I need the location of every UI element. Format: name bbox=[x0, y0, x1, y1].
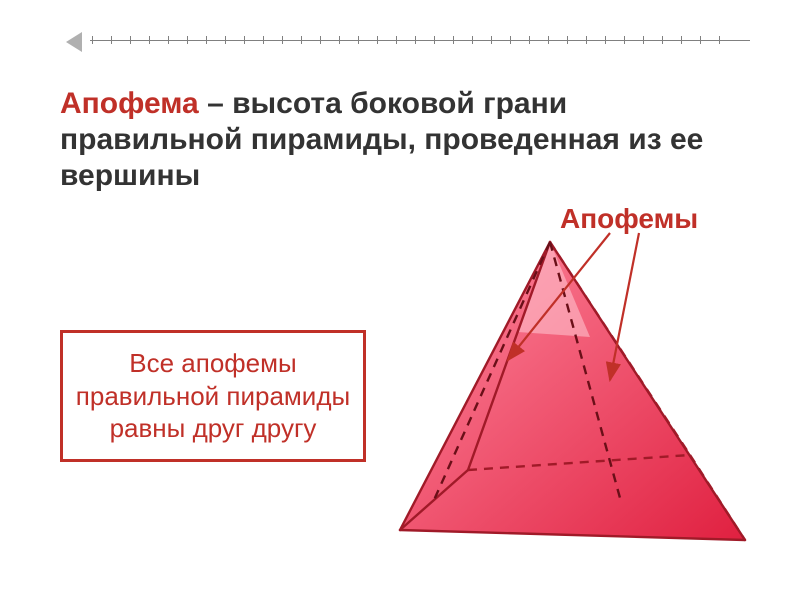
callout-box: Все апофемы правильной пирамиды равны др… bbox=[60, 330, 366, 462]
pyramid-figure bbox=[360, 230, 770, 580]
term-word: Апофема bbox=[60, 87, 199, 120]
slide-title: Апофема – высота боковой грани правильно… bbox=[60, 86, 720, 194]
apothem-label: Апофемы bbox=[560, 204, 730, 233]
ruler bbox=[30, 30, 750, 54]
back-arrow-icon[interactable] bbox=[66, 32, 82, 52]
callout-text: Все апофемы правильной пирамиды равны др… bbox=[76, 348, 350, 443]
ruler-line bbox=[90, 40, 750, 41]
slide-stage: Апофема – высота боковой грани правильно… bbox=[0, 0, 800, 600]
